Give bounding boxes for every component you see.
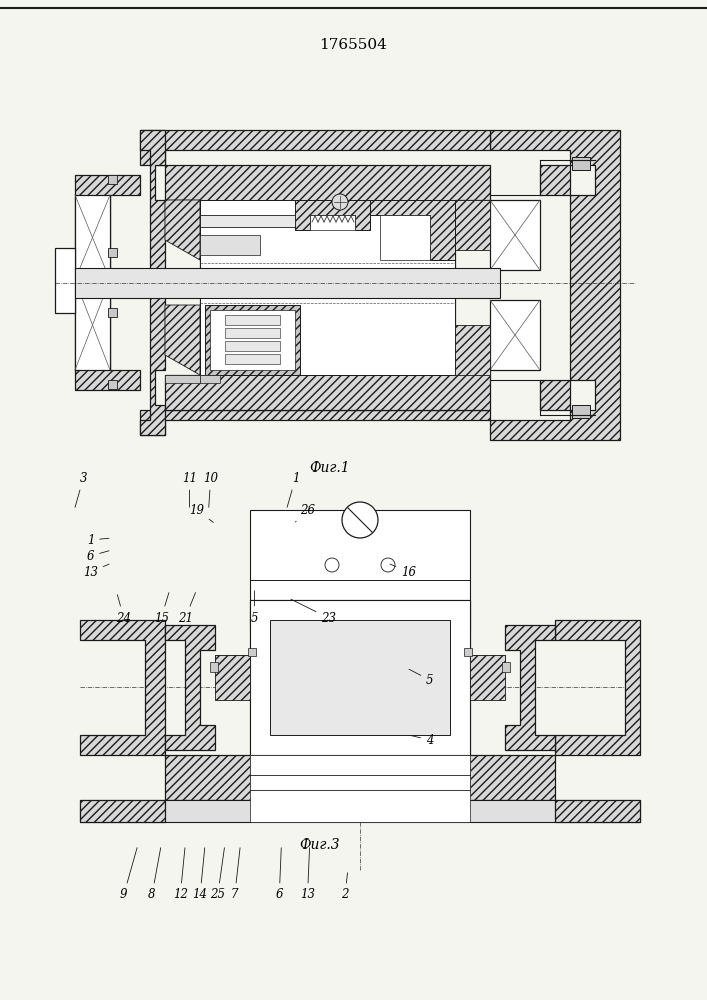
Text: 1765504: 1765504	[319, 38, 387, 52]
Polygon shape	[140, 410, 490, 435]
Text: 13: 13	[83, 564, 109, 578]
Text: 26: 26	[296, 504, 315, 522]
Bar	[210, 662, 218, 672]
Text: 6: 6	[87, 550, 109, 562]
Bar	[108, 175, 117, 184]
Bar	[108, 248, 117, 257]
Polygon shape	[75, 175, 140, 390]
Text: 3: 3	[75, 472, 87, 507]
Bar	[225, 354, 280, 364]
Bar	[572, 405, 590, 418]
Bar	[55, 248, 75, 313]
Text: 23: 23	[291, 599, 337, 624]
Bar	[225, 328, 280, 338]
Text: 1: 1	[287, 472, 299, 507]
Text: 25: 25	[210, 848, 226, 902]
Bar	[572, 157, 590, 170]
Bar	[225, 341, 280, 351]
Polygon shape	[455, 325, 490, 375]
Polygon shape	[490, 130, 620, 440]
Text: 24: 24	[116, 595, 132, 624]
Polygon shape	[165, 200, 200, 260]
Bar	[210, 310, 295, 370]
Text: Фиг.1: Фиг.1	[310, 461, 350, 475]
Polygon shape	[250, 600, 470, 755]
Bar	[75, 268, 500, 298]
Bar	[464, 648, 472, 656]
Text: 12: 12	[173, 848, 188, 902]
Bar	[250, 755, 470, 822]
Polygon shape	[455, 200, 490, 250]
Bar	[310, 215, 355, 230]
Polygon shape	[80, 800, 165, 822]
Text: 10: 10	[203, 472, 218, 507]
Circle shape	[342, 502, 378, 538]
Polygon shape	[75, 195, 110, 280]
Text: 8: 8	[148, 848, 160, 902]
Text: 13: 13	[300, 848, 315, 902]
Circle shape	[381, 558, 395, 572]
Bar	[200, 235, 260, 255]
Polygon shape	[370, 200, 455, 260]
Circle shape	[325, 558, 339, 572]
Bar	[225, 315, 280, 325]
Text: 11: 11	[182, 472, 197, 507]
Circle shape	[332, 194, 348, 210]
Polygon shape	[470, 655, 505, 700]
Polygon shape	[540, 380, 570, 410]
Polygon shape	[490, 300, 540, 370]
Bar	[215, 655, 250, 670]
Text: 16: 16	[390, 564, 416, 578]
Polygon shape	[80, 620, 165, 755]
Bar	[248, 648, 256, 656]
Text: 15: 15	[153, 593, 169, 624]
Polygon shape	[140, 130, 490, 165]
Polygon shape	[140, 130, 165, 435]
Bar	[250, 510, 470, 630]
Bar	[80, 800, 640, 822]
Text: 4: 4	[411, 734, 433, 746]
Polygon shape	[540, 165, 570, 195]
Text: 1: 1	[87, 534, 109, 546]
Bar	[200, 215, 295, 227]
Bar	[250, 600, 470, 755]
Text: 6: 6	[276, 848, 283, 902]
Polygon shape	[555, 800, 640, 822]
Bar	[165, 375, 200, 383]
Polygon shape	[505, 625, 555, 750]
Polygon shape	[490, 200, 540, 270]
Text: 7: 7	[231, 848, 240, 902]
Bar	[270, 620, 450, 735]
Text: 9: 9	[120, 848, 137, 902]
Bar	[502, 662, 510, 672]
Text: 21: 21	[177, 593, 196, 624]
Bar	[200, 200, 455, 375]
Bar	[470, 655, 505, 670]
Text: 19: 19	[189, 504, 214, 522]
Text: 5: 5	[251, 591, 258, 624]
Polygon shape	[205, 305, 300, 375]
Bar	[200, 375, 220, 383]
Text: 14: 14	[192, 848, 208, 902]
Polygon shape	[165, 165, 490, 410]
Text: 5: 5	[409, 669, 433, 686]
Text: 2: 2	[341, 873, 349, 902]
Bar	[108, 308, 117, 317]
Polygon shape	[75, 280, 110, 370]
Polygon shape	[165, 755, 555, 800]
Polygon shape	[165, 305, 200, 375]
Polygon shape	[555, 620, 640, 755]
Polygon shape	[295, 200, 370, 230]
Polygon shape	[165, 625, 215, 750]
Text: Фиг.3: Фиг.3	[300, 838, 340, 852]
Bar	[250, 760, 470, 792]
Bar	[380, 215, 430, 260]
Bar	[108, 380, 117, 389]
Polygon shape	[215, 655, 250, 700]
